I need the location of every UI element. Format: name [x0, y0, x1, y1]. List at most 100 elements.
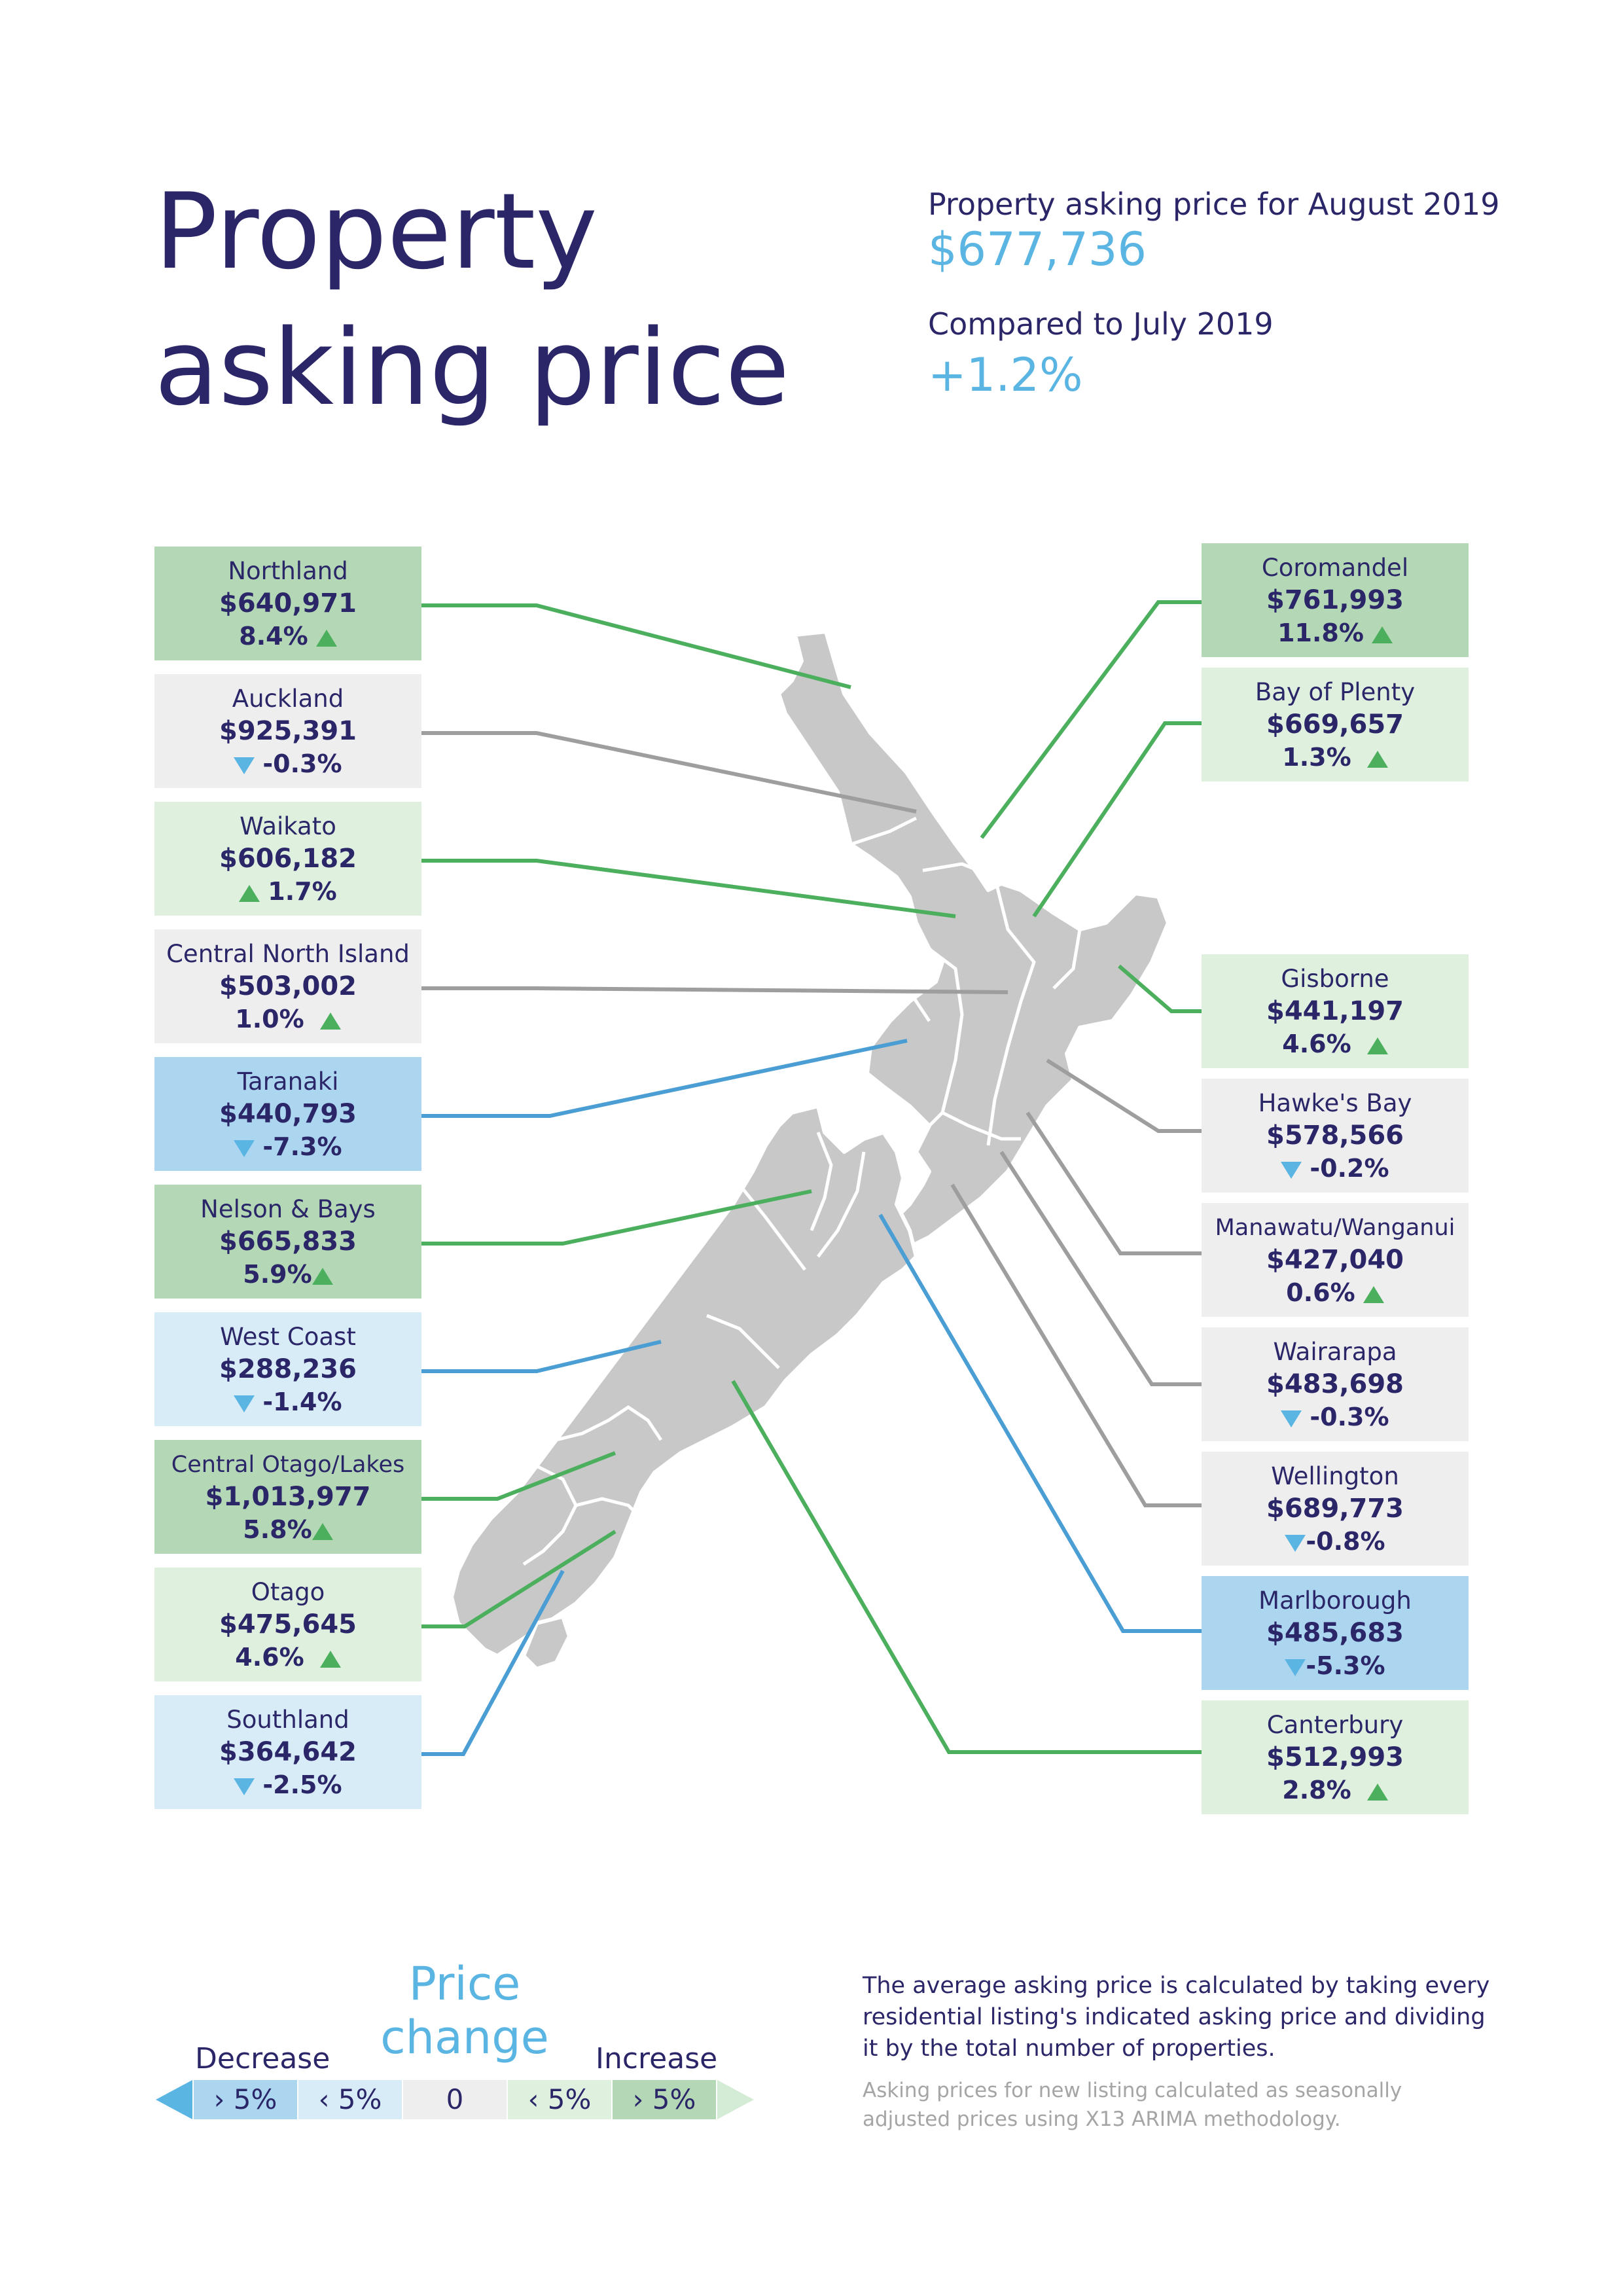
region-name: Wellington [1271, 1462, 1399, 1490]
leader-auckland [421, 731, 917, 814]
page-title-line2: asking price [154, 306, 790, 429]
up-arrow-icon [1371, 626, 1393, 643]
leader-taranaki [421, 1039, 908, 1118]
legend-decrease-label: Decrease [195, 2042, 330, 2075]
region-change: 4.6% [154, 1641, 421, 1674]
region-price: $578,566 [1266, 1121, 1404, 1151]
region-card-gisborne: Gisborne $441,197 4.6% [1202, 954, 1469, 1068]
up-arrow-icon [312, 1267, 333, 1285]
region-card-waikato: Waikato $606,182 1.7% [154, 802, 421, 916]
region-change: 2.8% [1202, 1774, 1469, 1806]
up-arrow-icon [319, 1012, 341, 1030]
region-card-hawkes-bay: Hawke's Bay $578,566 -0.2% [1202, 1079, 1469, 1193]
region-name: Hawke's Bay [1258, 1089, 1412, 1117]
region-price: $440,793 [219, 1099, 357, 1129]
region-card-central-otago-lakes: Central Otago/Lakes $1,013,977 5.8% [154, 1440, 421, 1554]
region-card-northland: Northland $640,971 8.4% [154, 547, 421, 660]
region-card-taranaki: Taranaki $440,793 -7.3% [154, 1057, 421, 1171]
region-price: $1,013,977 [205, 1482, 371, 1512]
region-change: -0.3% [154, 747, 421, 780]
region-price: $483,698 [1266, 1369, 1404, 1399]
region-price: $364,642 [219, 1737, 357, 1767]
region-name: Coromandel [1261, 554, 1409, 582]
legend-box-mild-increase: ‹ 5% [508, 2080, 611, 2119]
leader-west-coast [421, 1340, 662, 1373]
region-name: Central Otago/Lakes [171, 1452, 405, 1478]
legend-increase-label: Increase [596, 2042, 718, 2075]
region-card-wairarapa: Wairarapa $483,698 -0.3% [1202, 1327, 1469, 1441]
region-card-central-north-island: Central North Island $503,002 1.0% [154, 929, 421, 1043]
stewart-island-shape [521, 1614, 572, 1672]
up-arrow-icon [1363, 1285, 1384, 1303]
region-price: $475,645 [219, 1609, 357, 1640]
leader-northland [421, 603, 851, 689]
region-card-auckland: Auckland $925,391 -0.3% [154, 674, 421, 788]
region-price: $689,773 [1266, 1494, 1404, 1524]
region-change: -0.8% [1202, 1525, 1469, 1558]
region-card-nelson-bays: Nelson & Bays $665,833 5.9% [154, 1185, 421, 1299]
region-change: -5.3% [1202, 1649, 1469, 1682]
region-name: Southland [226, 1706, 349, 1734]
region-change: -0.2% [1202, 1152, 1469, 1185]
region-price: $503,002 [219, 971, 357, 1001]
down-arrow-icon [1285, 1534, 1306, 1552]
leader-wairarapa [999, 1151, 1202, 1386]
region-name: Wairarapa [1273, 1338, 1397, 1366]
region-change: -0.3% [1202, 1401, 1469, 1433]
region-name: West Coast [220, 1323, 356, 1351]
region-change: 5.9% [154, 1258, 421, 1291]
region-name: Gisborne [1281, 965, 1389, 993]
region-price: $441,197 [1266, 996, 1404, 1026]
region-name: Central North Island [166, 940, 410, 968]
asking-price-label: Property asking price for August 2019 [928, 187, 1500, 222]
leader-lines [421, 600, 1202, 1756]
region-price: $512,993 [1266, 1742, 1404, 1772]
leader-otago [421, 1530, 616, 1628]
page-title: Property asking price [154, 164, 790, 436]
seasonal-adjustment-note: Asking prices for new listing calculated… [863, 2079, 1402, 2131]
region-card-marlborough: Marlborough $485,683 -5.3% [1202, 1576, 1469, 1690]
region-change: 5.8% [154, 1513, 421, 1546]
region-price: $761,993 [1266, 585, 1404, 615]
region-card-wellington: Wellington $689,773 -0.8% [1202, 1452, 1469, 1566]
leader-wellington [950, 1183, 1202, 1507]
compare-label: Compared to July 2019 [928, 306, 1274, 342]
legend-left-arrow-icon [156, 2080, 192, 2119]
region-name: Nelson & Bays [200, 1195, 376, 1223]
region-change: -7.3% [154, 1130, 421, 1163]
region-price: $925,391 [219, 716, 357, 746]
down-arrow-icon [1285, 1659, 1306, 1676]
leader-gisborne [1118, 964, 1202, 1013]
up-arrow-icon [312, 1522, 333, 1540]
region-name: Canterbury [1266, 1711, 1404, 1739]
legend-title: Price change [380, 1957, 549, 2064]
methodology-note: The average asking price is calculated b… [863, 1973, 1490, 2062]
region-change: 4.6% [1202, 1028, 1469, 1060]
leader-canterbury [731, 1380, 1202, 1754]
leader-central-north-island [421, 986, 1008, 994]
region-name: Taranaki [237, 1067, 339, 1096]
region-name: Northland [228, 557, 348, 585]
leader-manawatu [1026, 1111, 1202, 1255]
down-arrow-icon [1281, 1161, 1302, 1179]
leader-marlborough [878, 1213, 1202, 1633]
up-arrow-icon [1366, 1037, 1388, 1054]
leader-bay-of-plenty [1032, 721, 1202, 918]
up-arrow-icon [239, 884, 260, 902]
region-price: $606,182 [219, 844, 357, 874]
map-landmass [450, 630, 1170, 1672]
region-change: 0.6% [1202, 1276, 1469, 1309]
up-arrow-icon [1366, 1783, 1388, 1801]
down-arrow-icon [1281, 1410, 1302, 1427]
leader-nelson [421, 1189, 812, 1246]
legend-box-strong-increase: › 5% [613, 2080, 716, 2119]
compare-value: +1.2% [928, 348, 1083, 402]
region-card-bay-of-plenty: Bay of Plenty $669,657 1.3% [1202, 668, 1469, 781]
region-change: -2.5% [154, 1768, 421, 1801]
region-price: $485,683 [1266, 1618, 1404, 1648]
leader-southland [421, 1570, 565, 1756]
up-arrow-icon [1366, 750, 1388, 768]
down-arrow-icon [234, 1778, 255, 1795]
page-title-line1: Property [154, 170, 598, 293]
